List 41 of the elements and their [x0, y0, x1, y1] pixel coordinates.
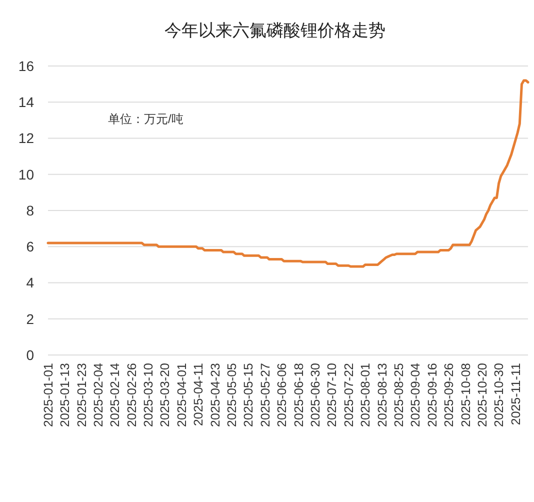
x-tick-label: 2025-09-16: [425, 362, 440, 427]
annotation: 单位：万元/吨: [108, 112, 184, 126]
x-tick-label: 2025-09-04: [408, 362, 423, 427]
x-tick-label: 2025-03-20: [158, 362, 172, 427]
x-tick-label: 2025-06-18: [292, 362, 306, 427]
y-tick-label: 4: [26, 274, 34, 291]
x-tick-label: 2025-05-27: [258, 362, 272, 427]
x-tick-label: 2025-10-30: [492, 362, 506, 427]
x-tick-label: 2025-07-22: [342, 362, 356, 427]
x-tick-label: 2025-10-08: [458, 362, 473, 427]
x-tick-label: 2025-05-15: [242, 362, 256, 427]
x-tick-label: 2025-02-04: [91, 362, 106, 427]
x-tick-label: 2025-09-26: [442, 362, 456, 427]
x-tick-label: 2025-01-01: [41, 362, 56, 427]
x-tick-label: 2025-04-11: [192, 362, 206, 426]
y-tick-label: 0: [26, 346, 34, 363]
x-tick-label: 2025-06-30: [308, 362, 323, 427]
x-tick-label: 2025-01-23: [74, 362, 89, 427]
x-tick-label: 2025-04-23: [208, 362, 222, 427]
x-tick-label: 2025-08-01: [358, 362, 373, 427]
y-tick-label: 6: [26, 238, 34, 255]
x-tick-label: 2025-06-06: [275, 362, 290, 427]
x-tick-label: 2025-05-05: [225, 362, 240, 427]
x-tick-label: 2025-03-10: [142, 362, 156, 427]
x-tick-label: 2025-08-25: [392, 362, 406, 427]
y-tick-label: 16: [18, 58, 34, 74]
x-tick-label: 2025-04-01: [174, 362, 189, 427]
x-tick-label: 2025-10-20: [475, 362, 490, 427]
y-tick-label: 8: [26, 202, 34, 218]
chart-title: 今年以来六氟磷酸锂价格走势: [164, 21, 386, 40]
x-tick-label: 2025-02-26: [124, 362, 139, 427]
x-tick-label: 2025-08-13: [375, 362, 390, 427]
x-tick-label: 2025-01-13: [58, 362, 72, 427]
x-tick-label: 2025-11-11: [508, 362, 523, 426]
line-series: [46, 79, 530, 268]
y-tick-label: 10: [18, 166, 34, 182]
x-tick-label: 2025-07-10: [325, 362, 340, 427]
y-tick-label: 2: [26, 310, 34, 327]
y-tick-label: 12: [18, 130, 34, 146]
y-tick-label: 14: [18, 94, 34, 110]
x-tick-label: 2025-02-14: [108, 362, 122, 427]
